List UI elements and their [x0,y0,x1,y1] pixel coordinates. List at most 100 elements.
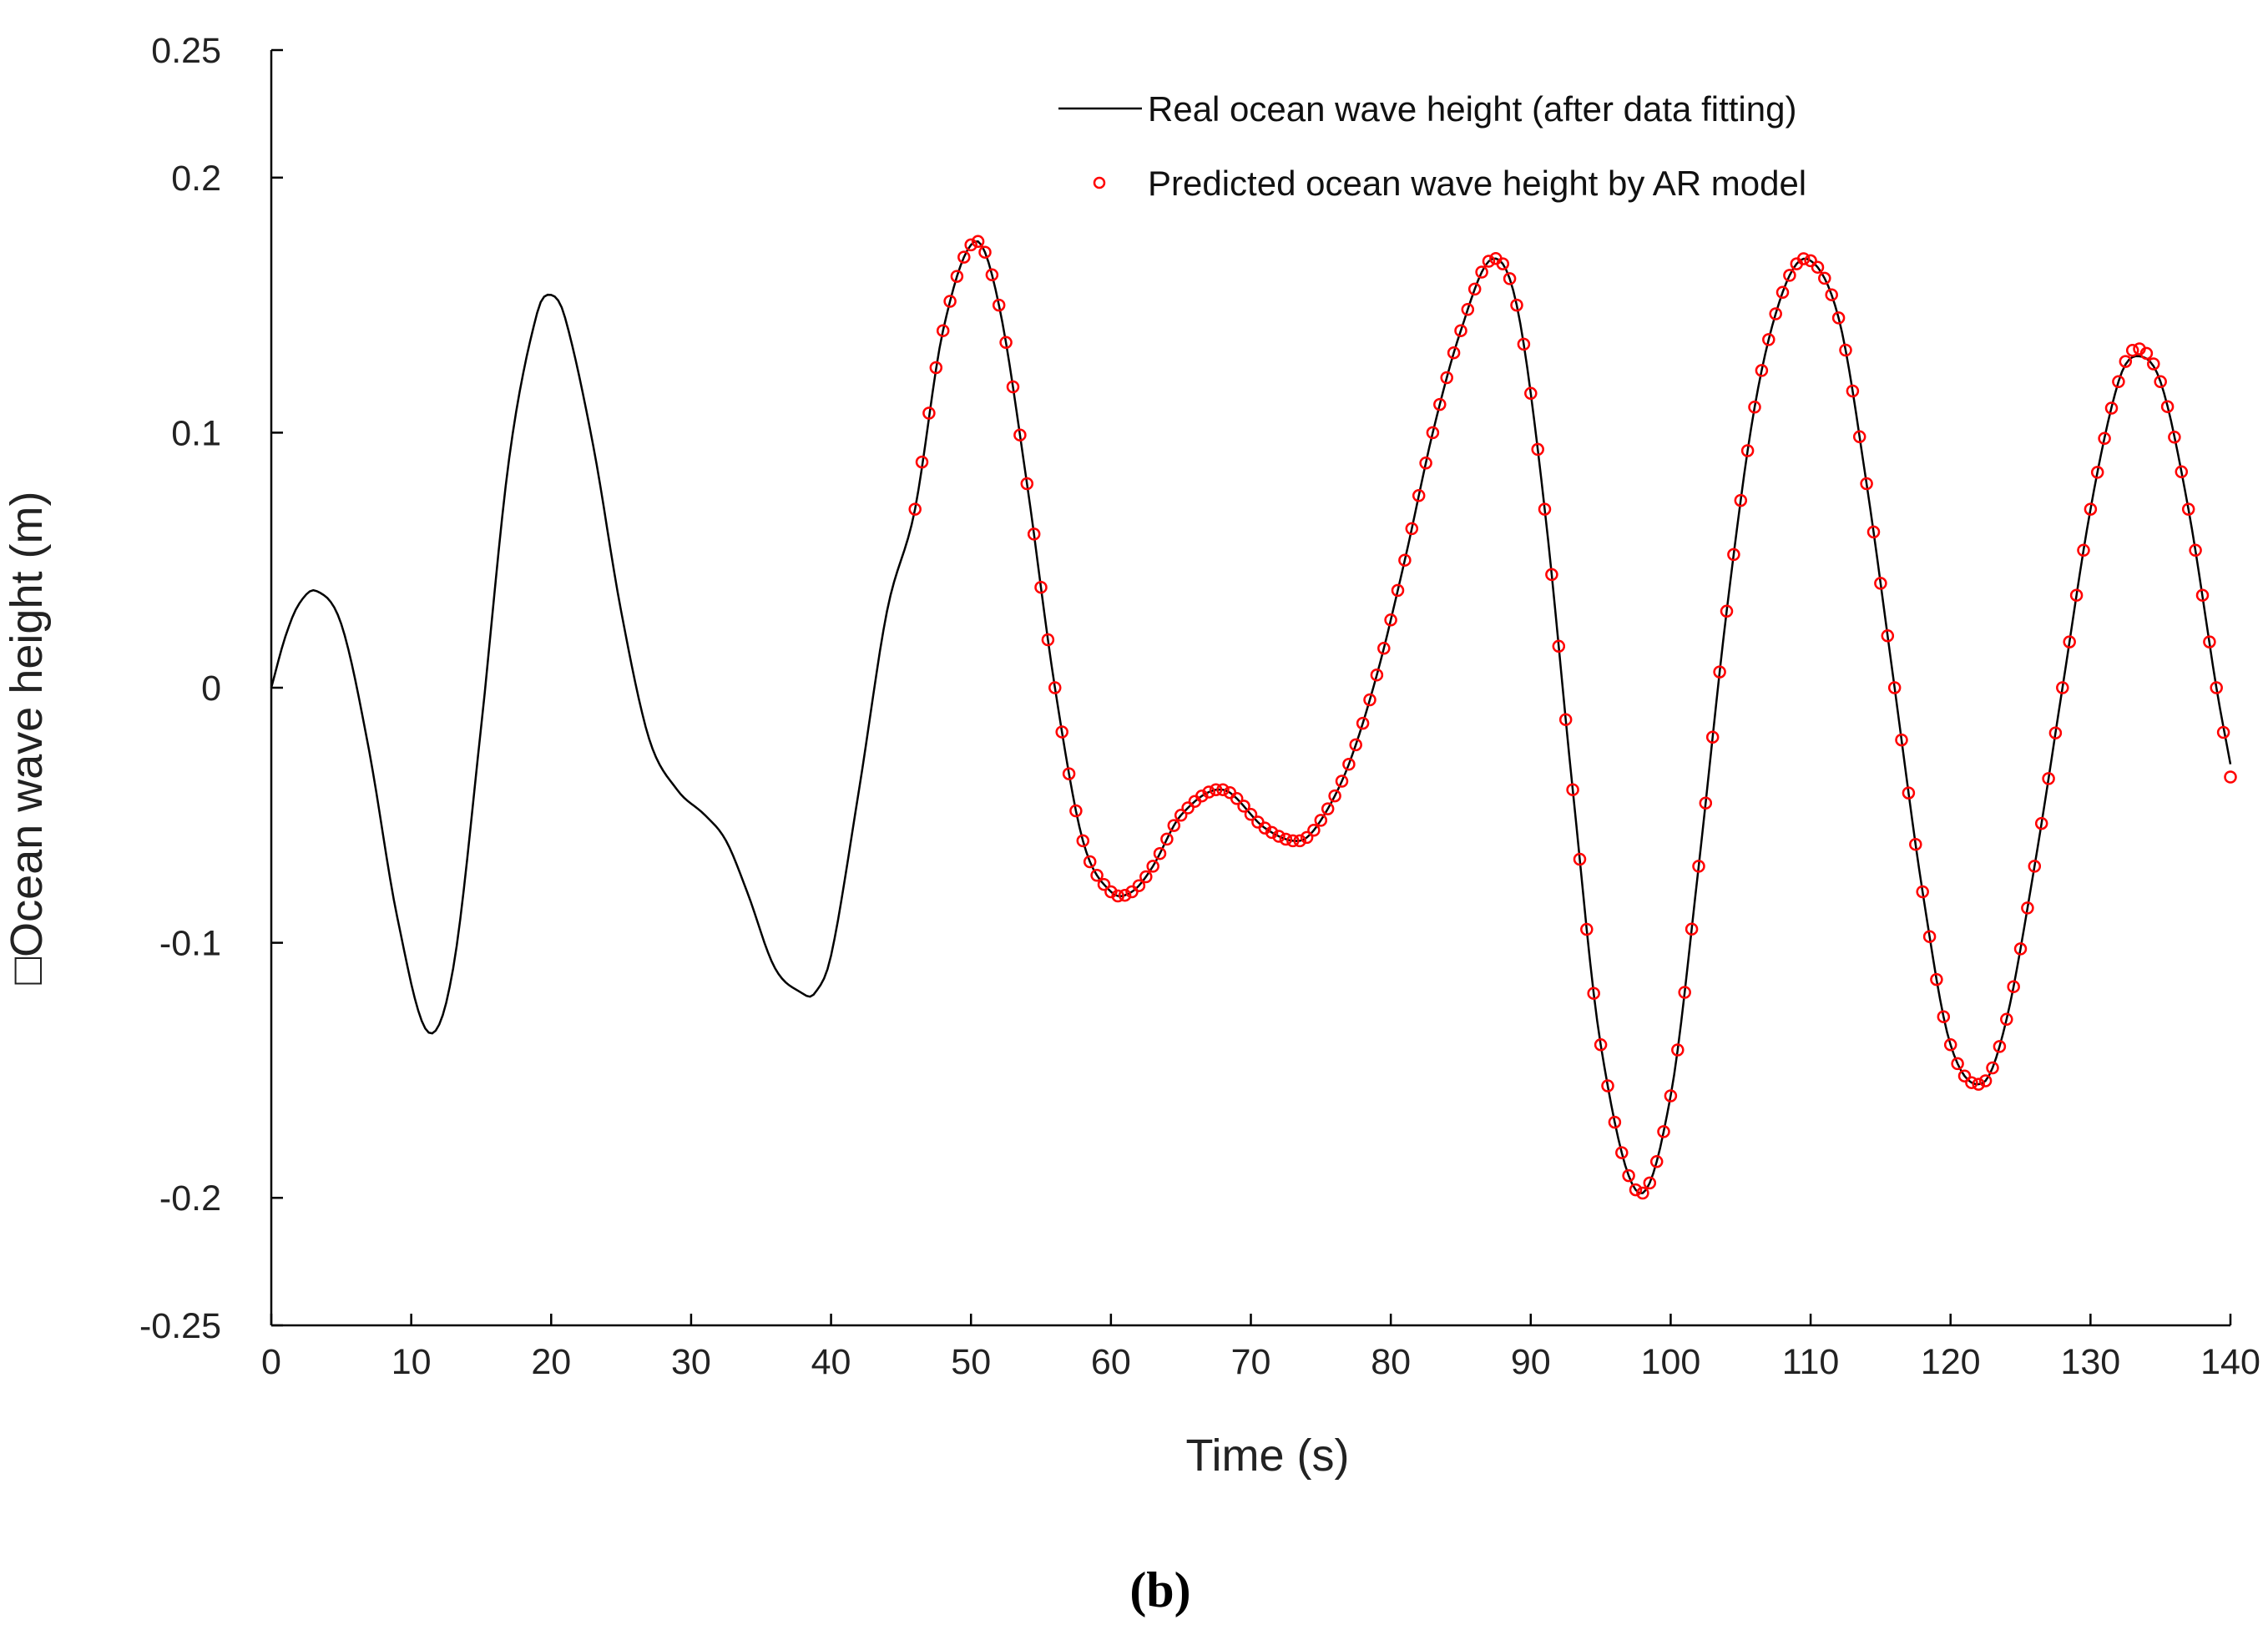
predicted-point [1321,802,1335,815]
predicted-point [1265,825,1279,840]
y-ticks: -0.25 -0.2 -0.1 0 0.1 0.2 0.25 [139,31,283,1346]
predicted-point [1769,307,1782,320]
predicted-point [1839,343,1852,357]
predicted-point [2154,375,2167,389]
predicted-point [1272,830,1286,843]
predicted-point [1776,285,1790,300]
x-tick-label: 50 [951,1342,991,1382]
predicted-point [1909,837,1922,851]
predicted-point [2042,772,2055,785]
predicted-point [1398,553,1412,567]
predicted-point [1307,824,1321,837]
predicted-point [1510,298,1523,312]
predicted-point [1174,809,1188,822]
predicted-point [2063,635,2076,648]
predicted-point [1727,548,1740,562]
predicted-point [1055,725,1068,739]
predicted-point [1895,733,1908,747]
predicted-point [1629,1183,1643,1197]
predicted-point [1678,986,1691,999]
predicted-point [915,455,929,469]
predicted-point [1545,568,1558,582]
predicted-point [2069,588,2084,602]
predicted-point [1370,668,1384,682]
x-ticks: 0 10 20 30 40 50 60 70 80 90 100 110 120 130 140 [261,1314,2260,1382]
predicted-point [978,245,992,259]
predicted-point [1943,1038,1957,1052]
predicted-point [1475,265,1488,279]
legend-predicted-swatch [1093,176,1106,189]
plot-area [270,235,2237,1200]
predicted-point [1286,834,1300,848]
predicted-point [1818,271,1831,285]
predicted-point [1377,642,1391,655]
predicted-point [2189,543,2202,558]
panel-label: (b) [1129,1562,1190,1617]
predicted-point [1391,583,1405,598]
predicted-point [1160,832,1174,846]
predicted-point [1111,889,1124,903]
predicted-point [1783,269,1796,282]
predicted-point [1132,879,1146,892]
predicted-point [1685,922,1699,936]
predicted-point [1524,386,1538,401]
predicted-point [2034,816,2048,830]
predicted-point [1433,397,1447,411]
predicted-point [1860,477,1873,491]
predicted-point [2098,431,2111,446]
predicted-point [985,268,999,282]
y-tick-label: 0.1 [171,413,221,453]
predicted-point [1013,428,1027,442]
predicted-point [908,502,922,516]
predicted-point [2139,346,2154,361]
predicted-point [2007,980,2020,993]
predicted-point [1601,1079,1614,1093]
y-tick-label: 0.25 [151,31,221,71]
predicted-point [2147,357,2160,371]
x-tick-label: 0 [261,1342,281,1382]
y-axis-title: □Ocean wave height (m) [2,492,52,985]
predicted-point [2104,401,2119,415]
y-tick-label: -0.25 [139,1306,221,1346]
predicted-point [950,270,964,283]
predicted-point [1965,1076,1978,1089]
x-tick-label: 130 [2060,1342,2120,1382]
predicted-point [2224,770,2237,784]
predicted-point [1755,364,1769,377]
predicted-point [1181,801,1195,815]
predicted-point [1538,502,1552,516]
predicted-point [1811,260,1825,274]
predicted-point [2084,502,2098,516]
predicted-point [1804,254,1817,268]
axes [270,50,2230,1327]
predicted-point [1447,346,1461,360]
predicted-point [2160,400,2175,413]
x-tick-label: 140 [2200,1342,2260,1382]
predicted-point [1454,324,1467,337]
predicted-point [1664,1089,1678,1103]
x-tick-label: 30 [671,1342,711,1382]
predicted-point [936,324,950,337]
predicted-point [999,336,1013,350]
x-tick-label: 60 [1091,1342,1131,1382]
predicted-point [2195,588,2210,602]
predicted-point [1993,1040,2007,1053]
predicted-point [1090,869,1104,882]
predicted-point [1902,786,1916,800]
predicted-point [1342,757,1356,771]
predicted-point [2125,344,2139,357]
predicted-point [2168,431,2181,444]
x-tick-label: 100 [1641,1342,1701,1382]
predicted-point [2216,725,2230,739]
predicted-point [1699,796,1713,810]
predicted-point [1846,384,1860,398]
predicted-point [1467,282,1482,296]
predicted-point [1825,288,1838,301]
predicted-point [992,298,1006,312]
predicted-point [1740,444,1755,457]
predicted-point [1237,800,1250,813]
predicted-point [1335,775,1349,788]
legend-predicted-label: Predicted ocean wave height by AR model [1148,164,1806,203]
predicted-point [929,361,943,375]
predicted-point [1930,972,1943,987]
